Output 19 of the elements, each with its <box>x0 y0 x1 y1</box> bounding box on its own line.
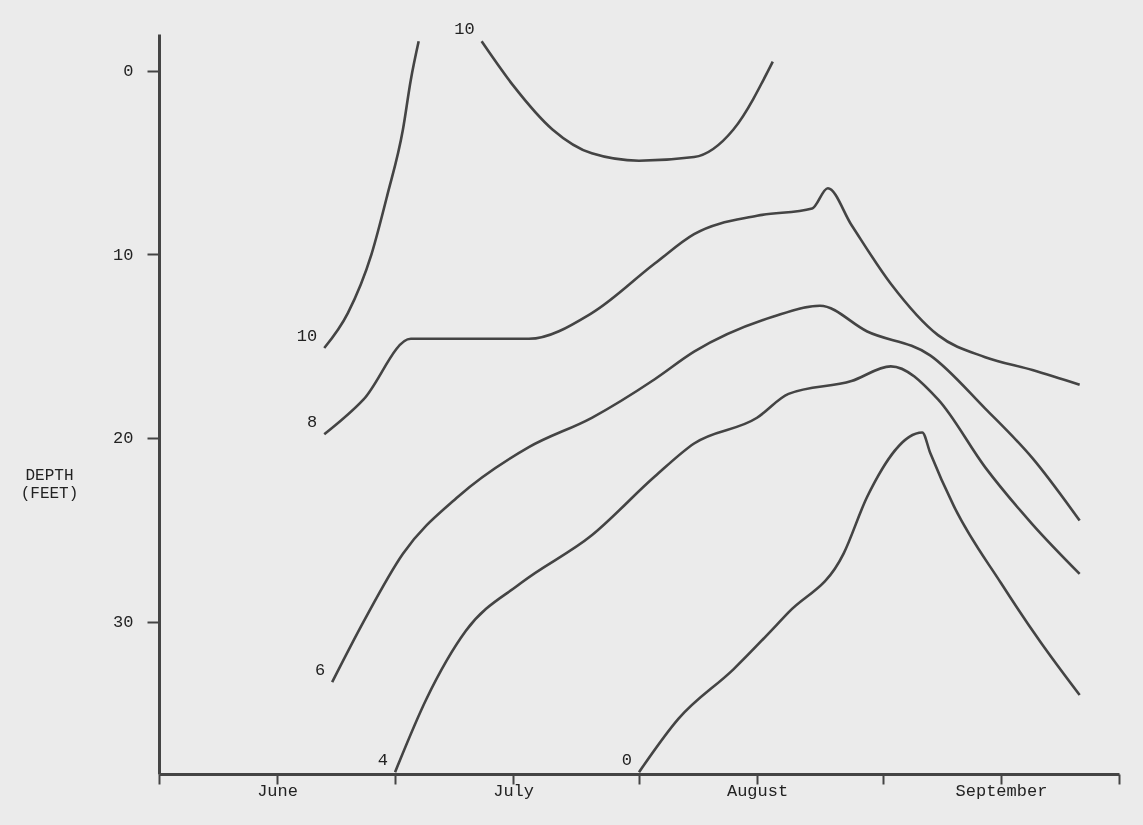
series-label: 10 <box>296 327 318 346</box>
line-series <box>322 186 1081 436</box>
series-label: 4 <box>377 751 389 771</box>
y-tick-label: 20 <box>113 429 134 449</box>
x-tick-label: June <box>257 781 298 801</box>
line-series <box>322 40 420 350</box>
line-series <box>330 304 1081 684</box>
y-tick-label: 10 <box>113 245 134 265</box>
x-tick-label: September <box>955 781 1048 801</box>
series-label: 10 <box>454 20 475 40</box>
y-axis-title: DEPTH (FEET) <box>20 466 79 503</box>
y-tick-label: 0 <box>123 62 134 82</box>
line-series <box>480 40 775 162</box>
x-tick-label: July <box>493 781 534 801</box>
series-label: 8 <box>307 413 318 433</box>
y-tick-label: 30 <box>113 613 134 633</box>
series-label: 6 <box>314 661 326 681</box>
x-tick-label: August <box>726 781 789 801</box>
series-label: 0 <box>621 751 632 771</box>
